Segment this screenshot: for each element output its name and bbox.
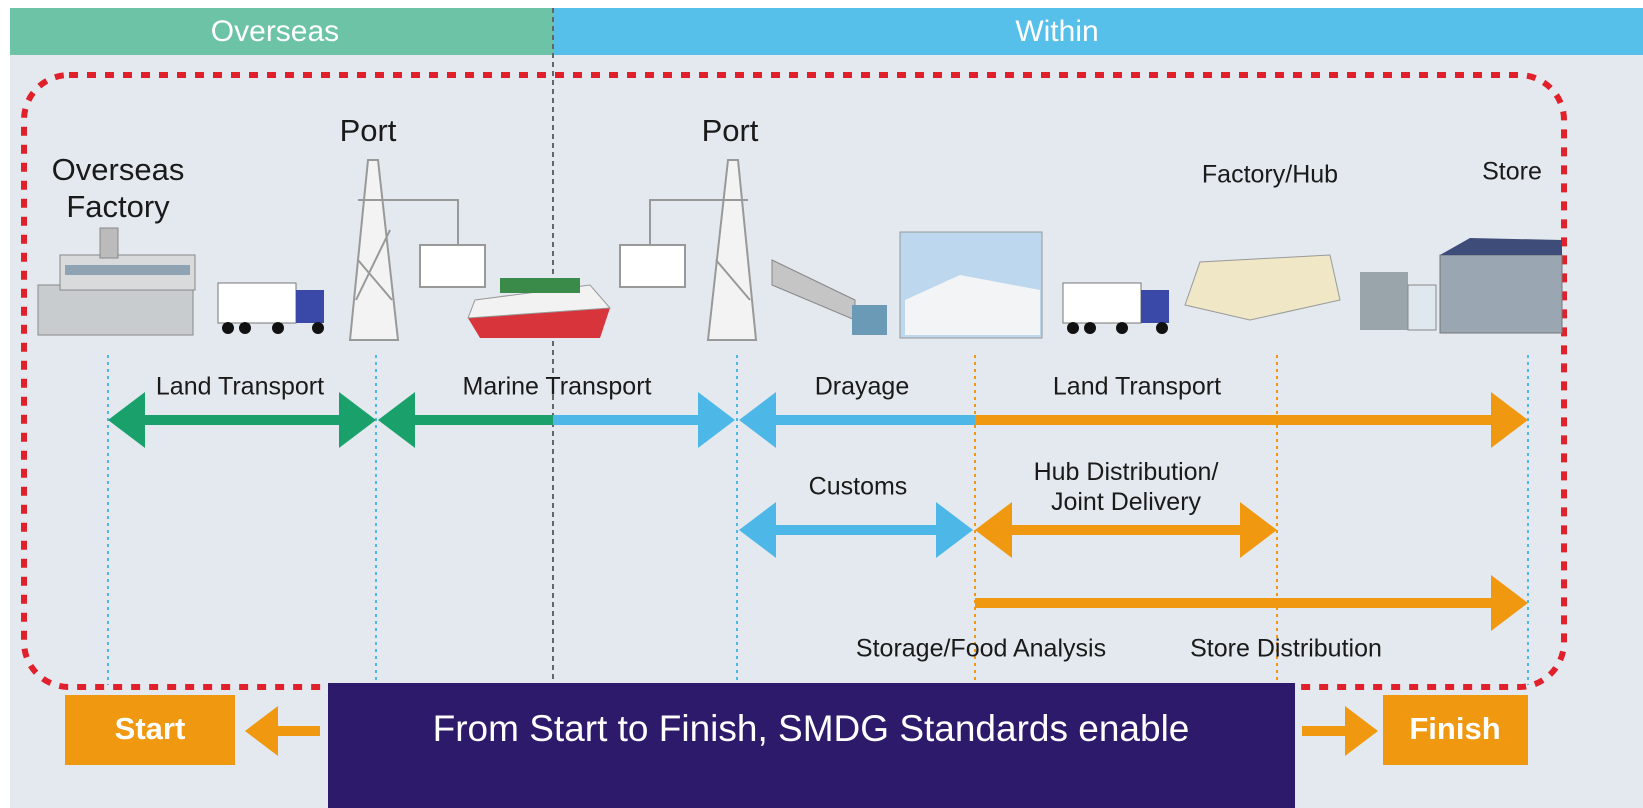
warehouse-photo	[900, 232, 1042, 338]
store-building	[1440, 238, 1562, 333]
start-label: Start	[115, 711, 186, 746]
flow-label: Customs	[809, 473, 908, 501]
header-right: Within	[1015, 15, 1098, 48]
flow-label: Land Transport	[1053, 373, 1221, 401]
flow-label: Land Transport	[156, 373, 324, 401]
node-label: Store	[1482, 158, 1542, 186]
diagram: Overseas Within	[0, 0, 1643, 808]
flow-label: Drayage	[815, 373, 910, 401]
node-label: Factory/Hub	[1202, 161, 1338, 189]
banner-text: From Start to Finish, SMDG Standards ena…	[433, 708, 1190, 749]
flow-label: Marine Transport	[463, 373, 652, 401]
page: {"header": {"left": "Overseas", "right":…	[0, 0, 1643, 808]
flow-label: Store Distribution	[1190, 635, 1382, 663]
node-label: Port	[702, 113, 759, 148]
finish-label: Finish	[1409, 711, 1500, 746]
flow-label: Storage/Food Analysis	[856, 635, 1106, 663]
header-left: Overseas	[211, 15, 339, 48]
node-label: Port	[340, 113, 397, 148]
